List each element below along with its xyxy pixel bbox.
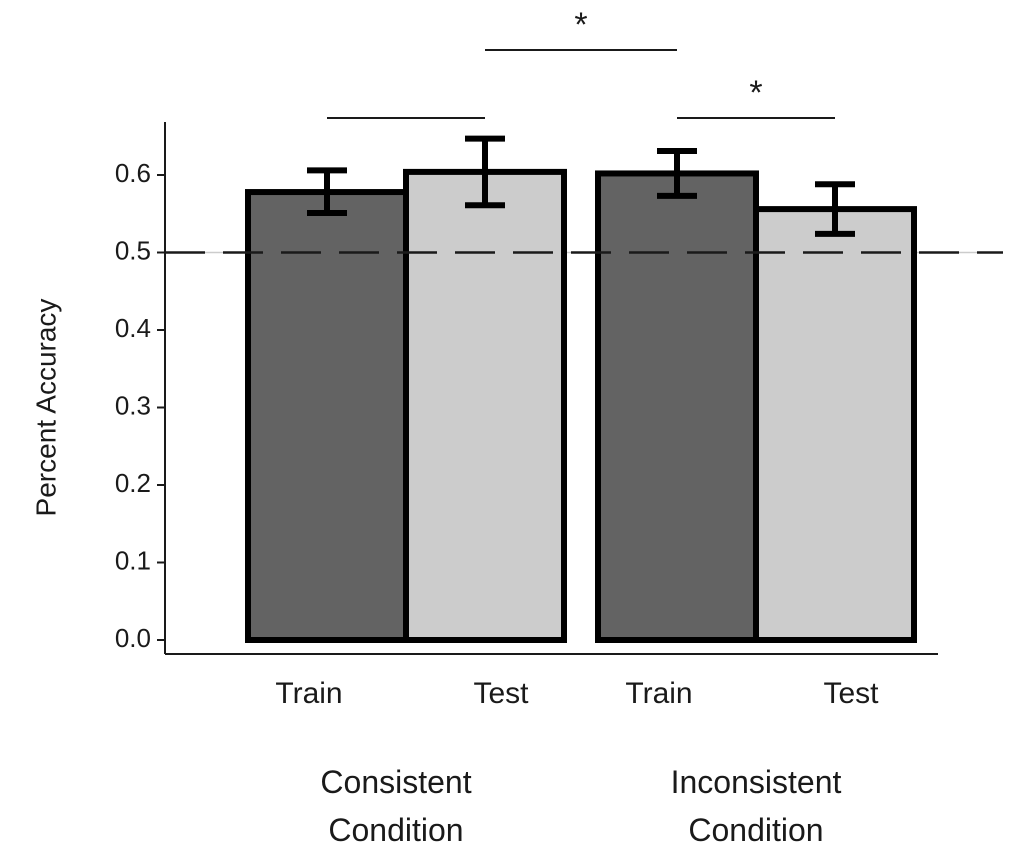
significance-star-2: * <box>749 74 762 112</box>
y-axis-title: Percent Accuracy <box>30 299 61 517</box>
significance-layer: ** <box>327 6 835 119</box>
bar-1-0 <box>595 170 759 643</box>
y-tick-label: 0.2 <box>115 468 151 498</box>
bars-layer <box>165 135 1003 644</box>
group-label-line: Inconsistent <box>671 764 842 800</box>
group-label-line: Condition <box>328 812 463 848</box>
y-tick-label: 0.1 <box>115 545 151 575</box>
axes-layer <box>164 122 938 655</box>
significance-star-1: * <box>574 6 587 44</box>
category-label: Test <box>823 677 879 710</box>
bar-0-1 <box>403 168 567 643</box>
bar-0-0 <box>245 189 409 644</box>
y-ticks-layer: 0.0 0.1 0.2 0.3 0.4 0.5 0.6 <box>115 158 165 653</box>
y-tick-label: 0.3 <box>115 390 151 420</box>
category-label: Train <box>625 677 692 710</box>
category-label: Test <box>473 677 529 710</box>
group-label-line: Consistent <box>320 764 471 800</box>
group-label-line: Condition <box>688 812 823 848</box>
y-tick-label: 0.5 <box>115 235 151 265</box>
y-tick-label: 0.0 <box>115 623 151 653</box>
bar-1-1 <box>753 206 917 643</box>
y-tick-label: 0.6 <box>115 158 151 188</box>
category-label: Train <box>275 677 342 710</box>
labels-layer: Train Test Consistent Condition Train Test Inc… <box>275 677 879 848</box>
y-tick-label: 0.4 <box>115 313 151 343</box>
